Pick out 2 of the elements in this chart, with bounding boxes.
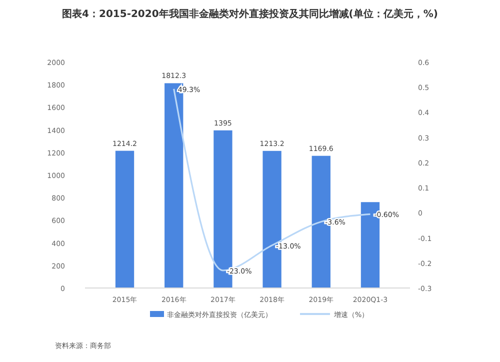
bar: [115, 150, 134, 288]
chart-title: 图表4：2015-2020年我国非金融类对外直接投资及其同比增减(单位：亿美元，%): [62, 8, 438, 20]
